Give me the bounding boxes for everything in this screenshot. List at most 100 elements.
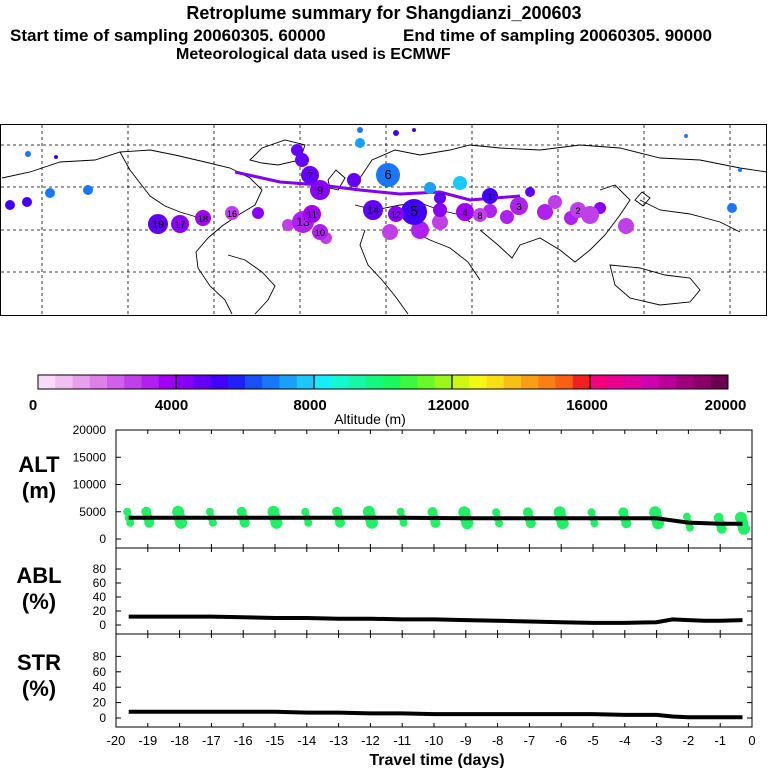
alt-scatter-point — [737, 522, 750, 535]
colorbar-tick-labels: 0 4000 8000 12000 16000 20000 — [29, 397, 747, 414]
plume-blob — [433, 203, 447, 217]
cluster-label: 2 — [575, 206, 580, 216]
plume-blob — [500, 210, 514, 224]
x-tick-label: -18 — [170, 733, 189, 748]
y-axis-unit-alt: (m) — [22, 478, 56, 503]
cluster-circle — [388, 206, 404, 222]
plume-blob — [453, 176, 467, 190]
x-tick-label: -6 — [555, 733, 567, 748]
met-data-label: Meteorological data used is ECMWF — [176, 46, 451, 63]
colorbar-cell — [400, 375, 418, 389]
x-tick-label: 0 — [748, 733, 755, 748]
altitude-colorbar — [38, 375, 729, 389]
colorbar-tick-label: 16000 — [566, 397, 608, 414]
alt-scatter-point — [126, 518, 135, 527]
y-tick-label: 60 — [93, 665, 107, 679]
colorbar-cell — [89, 375, 108, 389]
cluster-label: 14 — [367, 205, 379, 217]
plume-blob — [525, 187, 535, 197]
y-axis-label-str: STR — [17, 650, 61, 675]
cluster-label: 16 — [227, 209, 237, 219]
x-tick-label: -2 — [683, 733, 695, 748]
x-axis-label: Travel time (days) — [369, 752, 504, 768]
cluster-circle — [171, 215, 189, 233]
colorbar-tick-label: 12000 — [428, 397, 470, 414]
plume-blob — [684, 134, 688, 138]
alt-scatter-point — [587, 508, 596, 517]
x-tick-label: -9 — [460, 733, 472, 748]
alt-scatter-point — [304, 518, 313, 527]
x-tick-label: -4 — [619, 733, 631, 748]
alt-scatter-point — [270, 516, 283, 529]
plume-blob — [727, 203, 737, 213]
plume-blob — [618, 218, 634, 234]
alt-scatter-point — [492, 508, 501, 517]
start-time-label: Start time of sampling 20060305. 60000 — [10, 26, 326, 45]
y-axis-label-abl: ABL — [16, 563, 61, 588]
y-tick-label: 0 — [99, 711, 106, 725]
plume-blob — [382, 224, 398, 240]
cluster-label: 19 — [152, 219, 164, 231]
colorbar-cell — [331, 375, 349, 389]
cluster-circle — [225, 206, 239, 220]
colorbar-cell — [572, 375, 591, 389]
colorbar-cell — [245, 375, 263, 389]
cluster-label: 1 — [487, 192, 492, 202]
x-tick-label: -17 — [202, 733, 221, 748]
cluster-circle — [401, 199, 427, 225]
alt-scatter-point — [208, 518, 217, 527]
cluster-label: 8 — [477, 211, 482, 221]
alt-scatter-point — [123, 507, 132, 516]
x-tick-label: -20 — [107, 733, 126, 748]
panel-frame-alt — [115, 429, 753, 549]
colorbar-cell — [279, 375, 298, 389]
alt-scatter-point — [365, 516, 378, 529]
colorbar-cell — [227, 375, 246, 389]
cluster-circle — [303, 205, 321, 223]
alt-scatter-point — [205, 507, 214, 516]
cluster-circle — [148, 214, 168, 234]
plume-blob — [393, 130, 399, 136]
colorbar-cell — [710, 375, 729, 389]
plume-blob — [282, 219, 294, 231]
colorbar-cell — [607, 375, 625, 389]
alt-scatter-point — [175, 516, 188, 529]
x-tick-label: -5 — [587, 733, 599, 748]
plume-blob — [355, 138, 365, 148]
plume-blob — [54, 155, 58, 159]
cluster-label: 5 — [410, 204, 418, 220]
colorbar-cell — [452, 375, 470, 389]
cluster-label: 12 — [391, 210, 401, 220]
y-tick-label: 80 — [93, 562, 107, 576]
y-axis-label-alt: ALT — [18, 452, 60, 477]
x-tick-label: -3 — [651, 733, 663, 748]
x-tick-label: -14 — [297, 733, 316, 748]
colorbar-cell — [158, 375, 177, 389]
x-tick-label: -7 — [524, 733, 536, 748]
map-graticule — [1, 125, 767, 315]
cluster-circle — [473, 208, 487, 222]
cluster-circle — [510, 197, 528, 215]
colorbar-cell — [210, 375, 229, 389]
x-tick-label: -1 — [714, 733, 726, 748]
colorbar-cell — [590, 375, 608, 389]
colorbar-cell — [38, 375, 56, 389]
alt-scatter-point — [682, 512, 691, 521]
colorbar-cell — [193, 375, 211, 389]
colorbar-cell — [348, 375, 367, 389]
alt-scatter-point — [430, 518, 441, 529]
colorbar-cell — [538, 375, 556, 389]
plume-blob — [25, 151, 31, 157]
y-tick-label: 20000 — [73, 423, 107, 437]
plume-blob — [347, 173, 361, 187]
plume-blob — [434, 192, 446, 204]
colorbar-cell — [521, 375, 539, 389]
plume-blob — [291, 144, 303, 156]
colorbar-cell — [486, 375, 505, 389]
colorbar-cell — [72, 375, 91, 389]
colorbar-cell — [296, 375, 315, 389]
plume-blob — [22, 197, 32, 207]
plume-blob — [5, 200, 15, 210]
